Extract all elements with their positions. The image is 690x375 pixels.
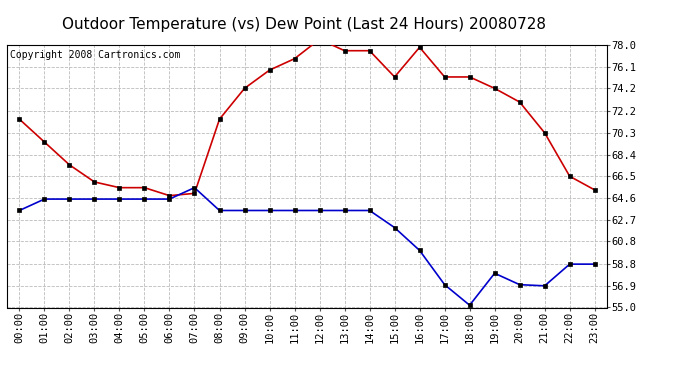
Text: Outdoor Temperature (vs) Dew Point (Last 24 Hours) 20080728: Outdoor Temperature (vs) Dew Point (Last… [61,17,546,32]
Text: Copyright 2008 Cartronics.com: Copyright 2008 Cartronics.com [10,50,180,60]
